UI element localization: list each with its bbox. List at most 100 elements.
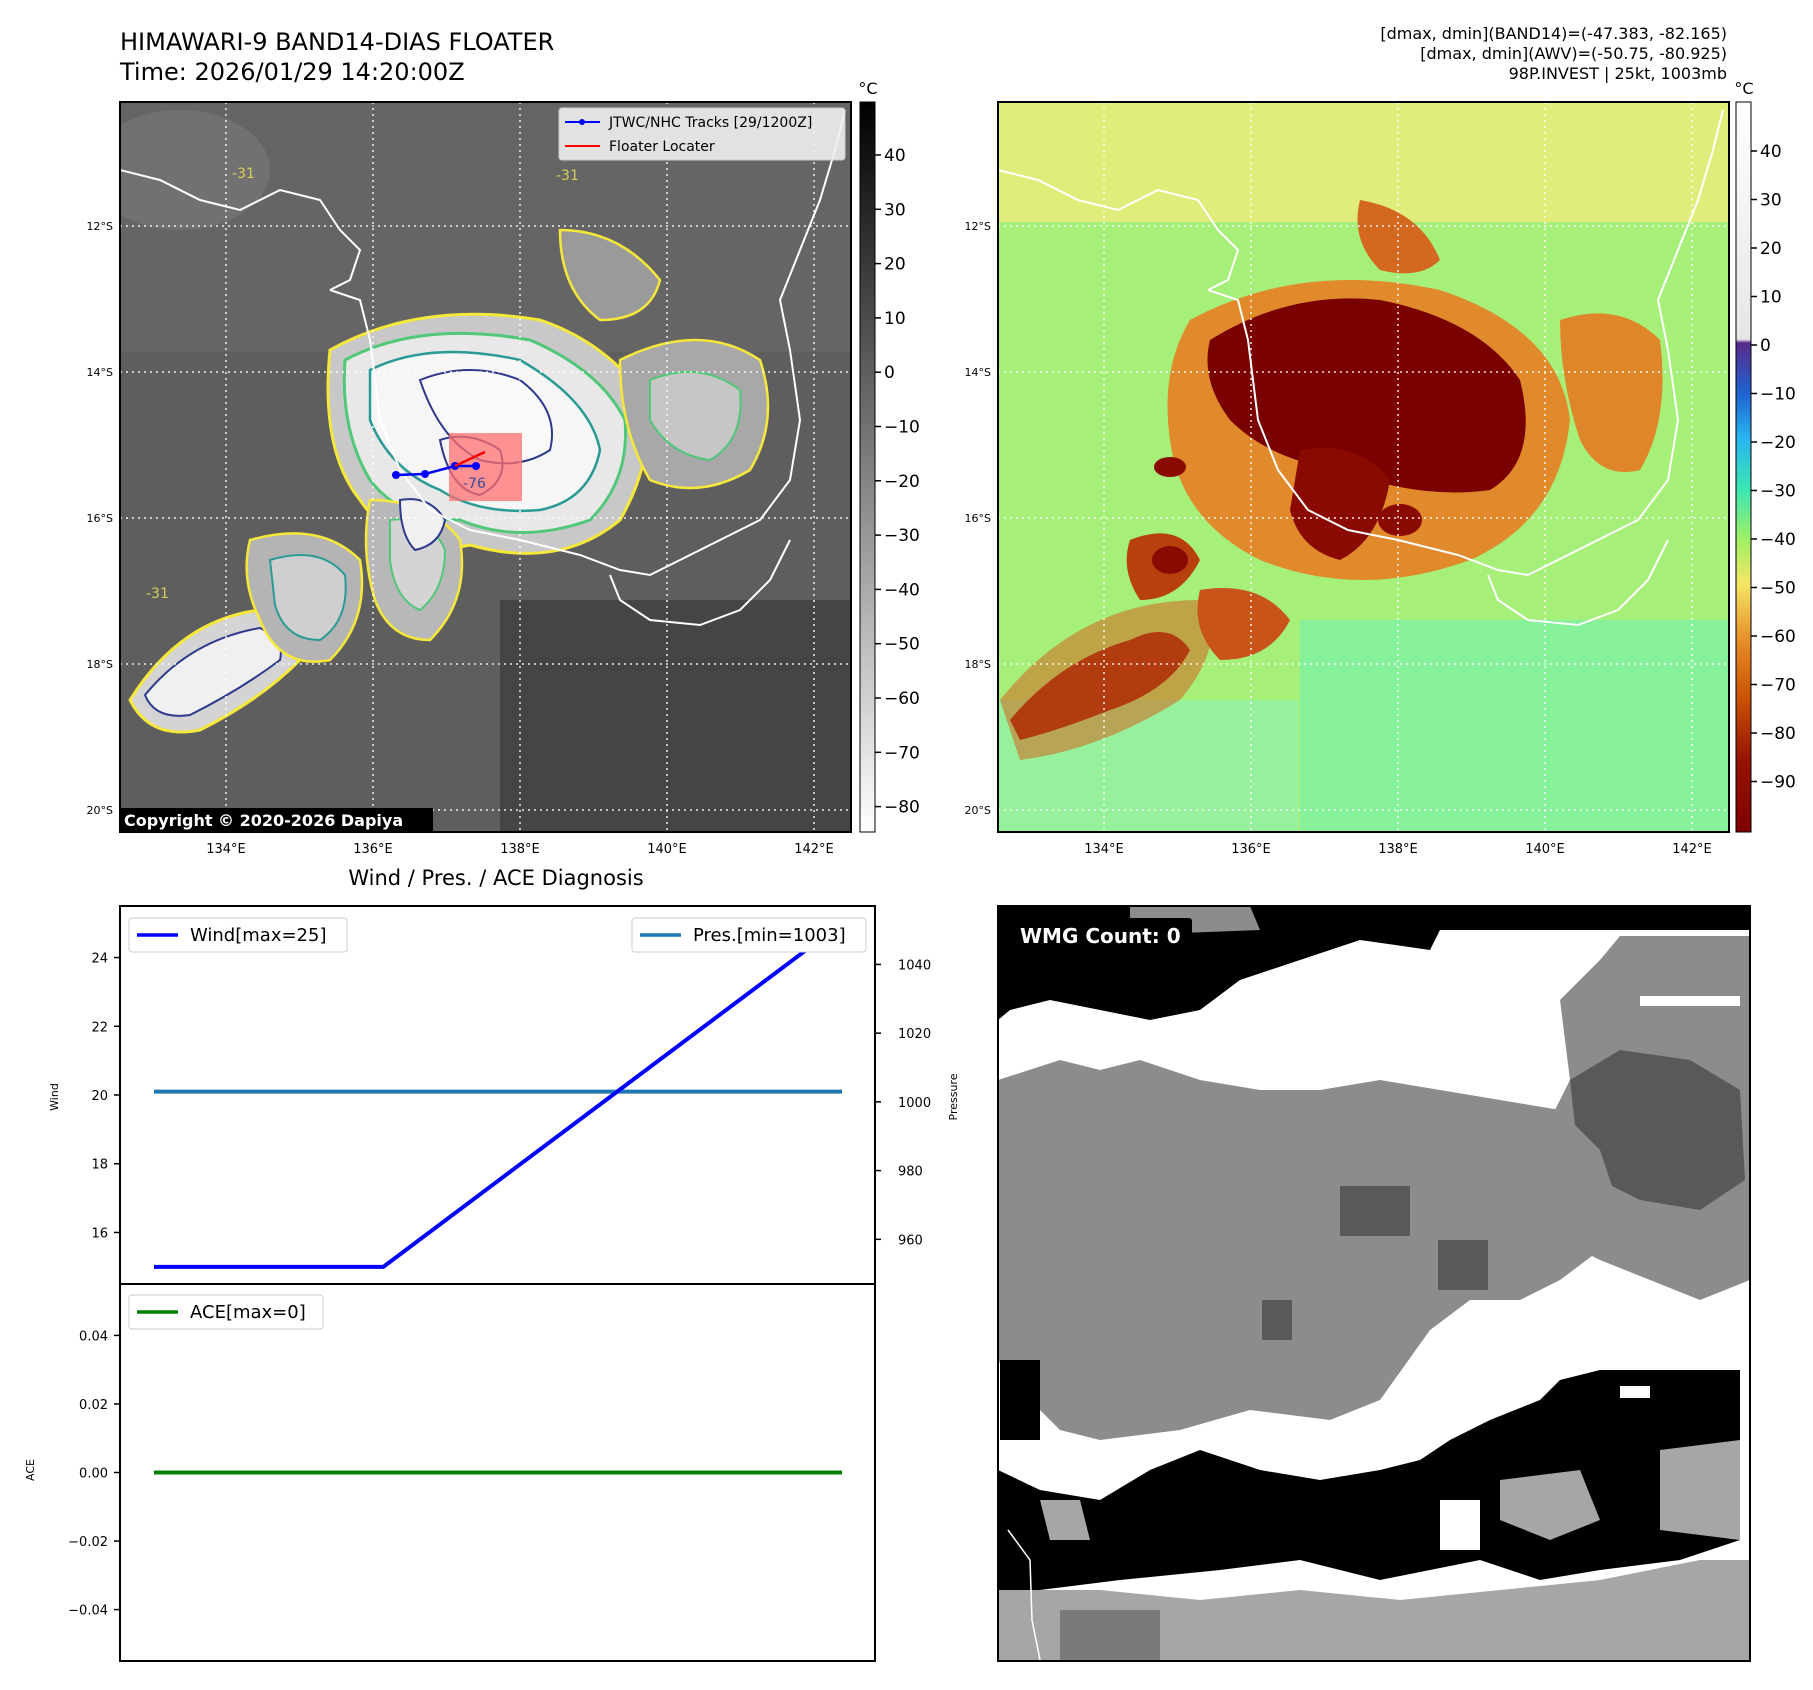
lat-tick: 14°S	[965, 366, 991, 379]
lon-tick: 138°E	[500, 842, 540, 857]
wind-axis-label: Wind	[48, 1083, 61, 1111]
ace-tick-label: −0.02	[68, 1535, 108, 1550]
pressure-legend-label: Pres.[min=1003]	[693, 925, 846, 946]
stats-line-1: [dmax, dmin](BAND14)=(-47.383, -82.165)	[1380, 24, 1727, 43]
colorbar-tick-label: −50	[884, 635, 920, 655]
colorbar-tick-label: 40	[884, 146, 906, 166]
lat-tick: 16°S	[87, 512, 113, 525]
pressure-axis-label: Pressure	[947, 1073, 960, 1120]
colorbar-tick-label: −10	[884, 418, 920, 438]
pressure-tick-label: 960	[898, 1233, 923, 1248]
contour-label: -31	[232, 166, 255, 182]
colorbar-tick-label: −30	[1760, 482, 1796, 502]
lat-tick: 14°S	[87, 366, 113, 379]
lat-tick: 18°S	[87, 658, 113, 671]
legend-track-label: JTWC/NHC Tracks [29/1200Z]	[608, 115, 812, 131]
wind-pressure-chart: 24 22 20 18 16 1040 1020 1000 980 960 Wind Pressu…	[48, 905, 960, 1285]
colorbar-tick-label: −40	[884, 580, 920, 600]
lat-tick: 12°S	[965, 220, 991, 233]
diagnosis-title: Wind / Pres. / ACE Diagnosis	[348, 866, 643, 890]
ace-tick-label: 0.04	[79, 1329, 108, 1344]
pressure-tick-label: 1020	[898, 1027, 931, 1042]
track-point	[392, 471, 400, 479]
awv-colorbar: °C 40 30 20 10 0 −10 −20 −30 −40 −50 −60 −70 −80 −90	[1734, 79, 1796, 833]
lat-tick: 12°S	[87, 220, 113, 233]
lon-tick: 140°E	[647, 842, 687, 857]
colorbar-tick-label: −60	[884, 689, 920, 709]
lon-tick: 136°E	[1231, 842, 1271, 857]
title-line-2: Time: 2026/01/29 14:20:00Z	[119, 58, 465, 86]
title-line-1: HIMAWARI-9 BAND14-DIAS FLOATER	[120, 28, 554, 56]
colorbar-tick-label: 0	[884, 363, 895, 383]
ace-legend: ACE[max=0]	[128, 1294, 324, 1330]
lat-tick: 20°S	[965, 804, 991, 817]
wmg-count-label: WMG Count: 0	[1020, 924, 1181, 948]
lat-tick: 20°S	[87, 804, 113, 817]
ir-map-legend: JTWC/NHC Tracks [29/1200Z] Floater Locat…	[558, 107, 846, 161]
ir-imagery: -31 -31 -31 -76	[120, 102, 851, 832]
colorbar-tick-label: −80	[1760, 724, 1796, 744]
colorbar-tick-label: 10	[1760, 288, 1782, 308]
awv-map-panel: 12°S 14°S 16°S 18°S 20°S 134°E 136°E 138…	[965, 79, 1796, 857]
ace-tick-label: 0.00	[79, 1467, 108, 1482]
wind-tick-label: 20	[91, 1089, 108, 1104]
colorbar-tick-label: −20	[884, 472, 920, 492]
colorbar-tick-label: −10	[1760, 385, 1796, 405]
colorbar-tick-label: −70	[884, 743, 920, 763]
colorbar-tick-label: −20	[1760, 433, 1796, 453]
track-point	[472, 462, 480, 470]
stats-line-2: [dmax, dmin](AWV)=(-50.75, -80.925)	[1420, 44, 1727, 63]
copyright-box	[121, 808, 433, 832]
copyright-text: Copyright © 2020-2026 Dapiya	[124, 811, 403, 830]
lon-tick: 140°E	[1525, 842, 1565, 857]
wind-legend: Wind[max=25]	[128, 917, 348, 953]
lon-tick: 142°E	[794, 842, 834, 857]
colorbar-tick-label: −90	[1760, 773, 1796, 793]
wind-legend-label: Wind[max=25]	[190, 925, 327, 946]
contour-label: -31	[556, 168, 579, 184]
colorbar-tick-label: −30	[884, 526, 920, 546]
track-point	[421, 470, 429, 478]
wmg-panel: WMG Count: 0	[997, 905, 1751, 1662]
colorbar-tick-label: −50	[1760, 579, 1796, 599]
colorbar-unit: °C	[858, 79, 877, 98]
jtwc-track-line	[395, 464, 476, 477]
lat-tick: 16°S	[965, 512, 991, 525]
colorbar-tick-label: 10	[884, 309, 906, 329]
colorbar-tick-label: −70	[1760, 676, 1796, 696]
ir-colorbar: °C 40 30 20 10 0 −10 −20 −30 −40 −50 −60 −70 −80	[858, 79, 920, 833]
pressure-tick-label: 1000	[898, 1096, 931, 1111]
lon-tick: 136°E	[353, 842, 393, 857]
colorbar-tick-label: 20	[1760, 239, 1782, 259]
lat-tick: 18°S	[965, 658, 991, 671]
ir-map-panel: -31 -31 -31 -76 JTWC/NHC Tracks [29/1200…	[87, 79, 920, 857]
ace-legend-label: ACE[max=0]	[190, 1302, 306, 1323]
stats-line-3: 98P.INVEST | 25kt, 1003mb	[1509, 64, 1727, 83]
colorbar-tick-label: −80	[884, 798, 920, 818]
colorbar-unit: °C	[1734, 79, 1753, 98]
ace-axis-label: ACE	[24, 1459, 37, 1481]
pressure-tick-label: 980	[898, 1165, 923, 1180]
wind-tick-label: 24	[91, 952, 108, 967]
ace-tick-label: −0.04	[68, 1604, 108, 1619]
colorbar-tick-label: −40	[1760, 530, 1796, 550]
colorbar-tick-label: 30	[1760, 191, 1782, 211]
awv-imagery	[998, 102, 1729, 832]
colorbar-tick-label: 40	[1760, 142, 1782, 162]
wind-series-line	[154, 921, 844, 1269]
ace-chart: 0.04 0.02 0.00 −0.02 −0.04 ACE ACE[max=0]	[24, 1283, 876, 1662]
colorbar-tick-label: 20	[884, 255, 906, 275]
lon-tick: 134°E	[206, 842, 246, 857]
wind-tick-label: 22	[91, 1020, 108, 1035]
lon-tick: 138°E	[1378, 842, 1418, 857]
colorbar-tick-label: −60	[1760, 627, 1796, 647]
lon-tick: 134°E	[1084, 842, 1124, 857]
pressure-legend: Pres.[min=1003]	[631, 917, 867, 953]
wind-tick-label: 18	[91, 1158, 108, 1173]
contour-label: -31	[146, 586, 169, 602]
ace-tick-label: 0.02	[79, 1398, 108, 1413]
wind-tick-label: 16	[91, 1226, 108, 1241]
wmg-count-box	[1012, 918, 1192, 952]
colorbar-tick-label: 30	[884, 200, 906, 220]
lon-tick: 142°E	[1672, 842, 1712, 857]
